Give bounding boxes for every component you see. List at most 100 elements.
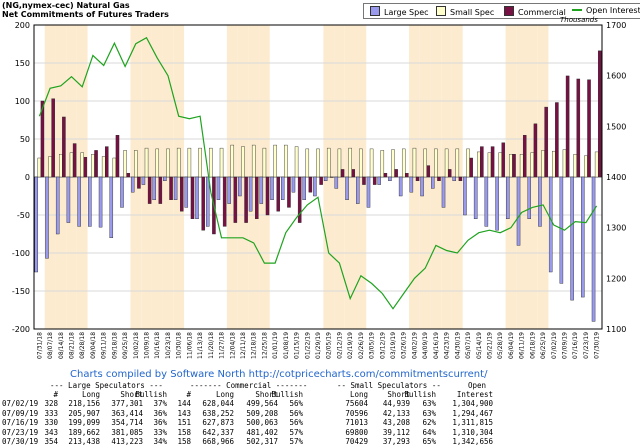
bar-commercial <box>126 172 130 178</box>
x-tick-label: 11/27/18 <box>219 332 226 359</box>
bar-large-spec <box>130 176 135 193</box>
bar-large-spec <box>398 176 403 197</box>
table-cell: 502,317 <box>246 437 278 446</box>
bar-commercial <box>469 157 473 178</box>
x-tick-label: 12/25/18 <box>261 332 268 359</box>
x-tick-label: 09/11/18 <box>101 332 108 359</box>
bar-commercial <box>362 176 366 185</box>
bar-commercial <box>147 176 152 204</box>
bar-commercial <box>555 102 559 178</box>
bar-small-spec <box>80 152 84 178</box>
table-cell: 509,208 <box>246 408 278 418</box>
bar-commercial <box>222 176 227 227</box>
bar-large-spec <box>420 176 424 197</box>
table-cell: 44,939 <box>382 399 410 408</box>
cot-table: --- Large Speculators --- ------- Commerc… <box>0 381 640 448</box>
table-cell: 642,337 <box>202 427 234 437</box>
x-tick-label: 02/26/19 <box>358 332 365 359</box>
bar-commercial <box>351 169 356 178</box>
bar-large-spec <box>205 176 210 227</box>
bar-large-spec <box>527 176 531 219</box>
bar-large-spec <box>280 176 285 200</box>
x-tick-label: 07/23/19 <box>583 332 590 359</box>
chart-title-line2: Net Commitments of Futures Traders <box>2 10 169 19</box>
x-tick-label: 07/31/18 <box>36 332 43 359</box>
bar-large-spec <box>323 176 328 181</box>
bar-large-spec <box>238 176 242 197</box>
bar-commercial <box>308 176 313 193</box>
table-cell: 1,294,467 <box>452 408 493 418</box>
left-tick-label: -50 <box>17 211 30 220</box>
bar-large-spec <box>216 176 221 200</box>
chart-title-line1: (NG,nymex-cec) Natural Gas <box>2 1 130 10</box>
table-cell: 199,099 <box>68 418 100 427</box>
table-column-header: Short <box>255 390 278 399</box>
table-cell: 1,304,900 <box>452 399 493 408</box>
table-cell: 333 <box>44 408 58 418</box>
x-tick-label: 01/08/19 <box>283 332 290 359</box>
table-cell: 330 <box>44 418 58 427</box>
bar-large-spec <box>34 176 39 273</box>
bar-commercial <box>597 50 602 178</box>
table-cell: 64% <box>422 427 436 437</box>
bar-small-spec <box>359 148 363 178</box>
right-tick-label: 1600 <box>606 72 626 81</box>
right-axis-label: Thousands <box>560 16 598 24</box>
x-tick-label: 06/25/19 <box>540 332 547 359</box>
bar-small-spec <box>412 147 417 178</box>
bar-small-spec <box>337 148 342 178</box>
bar-commercial <box>490 146 495 178</box>
x-tick-label: 11/20/18 <box>208 332 215 359</box>
table-cell: 1,310,304 <box>452 427 493 437</box>
table-cell: 70429 <box>345 437 368 446</box>
bar-small-spec <box>552 150 556 178</box>
bar-small-spec <box>369 148 374 178</box>
x-tick-label: 03/05/19 <box>369 332 376 359</box>
bar-large-spec <box>141 176 146 185</box>
table-cell: 75604 <box>345 399 368 408</box>
bar-commercial <box>105 146 109 178</box>
x-tick-label: 04/02/19 <box>412 332 419 359</box>
x-tick-label: 08/14/18 <box>58 332 65 359</box>
x-tick-label: 01/29/19 <box>315 332 322 359</box>
table-cell: 354,714 <box>111 418 143 427</box>
bar-large-spec <box>484 176 489 227</box>
bar-commercial <box>544 106 548 178</box>
bar-small-spec <box>316 148 320 178</box>
bar-small-spec <box>187 147 192 178</box>
left-tick-label: 50 <box>20 135 30 144</box>
bar-large-spec <box>173 176 178 200</box>
bar-small-spec <box>573 153 577 178</box>
bar-large-spec <box>120 176 124 208</box>
bar-large-spec <box>302 176 306 200</box>
bar-commercial <box>169 176 173 200</box>
bar-large-spec <box>452 176 456 181</box>
x-tick-label: 10/02/18 <box>133 332 140 359</box>
table-column-header: Long <box>215 390 234 399</box>
bar-commercial <box>565 75 570 178</box>
x-tick-label: 02/12/19 <box>336 332 343 359</box>
x-tick-label: 08/07/18 <box>47 332 54 359</box>
bar-small-spec <box>59 153 63 178</box>
x-tick-label: 10/30/18 <box>176 332 183 359</box>
bar-small-spec <box>198 147 202 178</box>
table-column-header: # <box>53 390 58 399</box>
left-tick-label: -150 <box>12 287 30 296</box>
bar-commercial <box>276 176 280 212</box>
table-group-header: --- Large Speculators --- <box>50 381 163 390</box>
table-cell: 56% <box>289 418 303 427</box>
x-tick-label: 01/15/19 <box>294 332 301 359</box>
x-tick-label: 09/18/18 <box>111 332 118 359</box>
x-tick-label: 02/19/19 <box>347 332 354 359</box>
plot-frame <box>33 24 603 330</box>
table-cell: 63% <box>422 408 436 418</box>
bar-small-spec <box>48 156 52 178</box>
bar-small-spec <box>434 148 438 178</box>
x-tick-label: 11/06/18 <box>186 332 193 359</box>
x-tick-label: 11/13/18 <box>197 332 204 359</box>
bar-large-spec <box>495 176 499 231</box>
table-cell: 1,342,656 <box>452 437 493 446</box>
bar-large-spec <box>377 176 381 185</box>
bar-small-spec <box>498 152 502 178</box>
table-row-date: 07/16/19 <box>2 418 39 427</box>
